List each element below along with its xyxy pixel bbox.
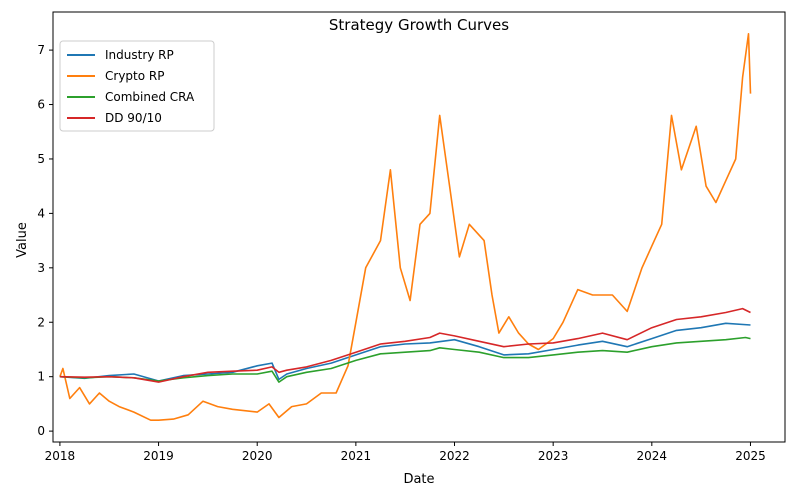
y-tick-label: 0 bbox=[37, 424, 45, 438]
y-tick-label: 5 bbox=[37, 152, 45, 166]
series-line-dd-90-10 bbox=[59, 307, 751, 383]
series-line-industry-rp bbox=[59, 322, 751, 382]
legend: Industry RP Crypto RP Combined CRA DD 90/10 bbox=[59, 40, 215, 132]
legend-label-dd-90-10: DD 90/10 bbox=[105, 111, 162, 125]
x-tick-label: 2023 bbox=[538, 449, 569, 463]
series-line-crypto-rp bbox=[59, 33, 752, 421]
plot-frame bbox=[52, 11, 786, 443]
series-layer bbox=[59, 33, 752, 421]
x-tick-label: 2020 bbox=[242, 449, 273, 463]
x-tick-label: 2019 bbox=[143, 449, 174, 463]
y-tick-label: 1 bbox=[37, 370, 45, 384]
legend-box bbox=[59, 40, 215, 132]
x-tick-label: 2025 bbox=[735, 449, 766, 463]
y-tick-label: 4 bbox=[37, 206, 45, 220]
y-tick-label: 3 bbox=[37, 261, 45, 275]
y-axis: 0 1 2 3 4 5 6 7 bbox=[37, 43, 53, 438]
x-tick-label: 2022 bbox=[439, 449, 470, 463]
x-tick-label: 2024 bbox=[637, 449, 668, 463]
legend-label-crypto-rp: Crypto RP bbox=[105, 69, 164, 83]
x-tick-label: 2021 bbox=[341, 449, 372, 463]
y-axis-label: Value bbox=[15, 222, 30, 258]
x-axis: 2018 2019 2020 2021 2022 2023 2024 2025 bbox=[45, 442, 766, 463]
chart-title: Strategy Growth Curves bbox=[329, 16, 509, 34]
x-axis-label: Date bbox=[403, 472, 434, 487]
y-tick-label: 7 bbox=[37, 43, 45, 57]
plot-area: 2018 2019 2020 2021 2022 2023 2024 2025 0 1 2 3 4 5 6… bbox=[37, 11, 786, 463]
series-line-combined-cra bbox=[59, 336, 751, 383]
legend-label-combined-cra: Combined CRA bbox=[105, 90, 195, 104]
y-tick-label: 2 bbox=[37, 315, 45, 329]
x-tick-label: 2018 bbox=[45, 449, 76, 463]
y-tick-label: 6 bbox=[37, 98, 45, 112]
legend-label-industry-rp: Industry RP bbox=[105, 48, 174, 62]
